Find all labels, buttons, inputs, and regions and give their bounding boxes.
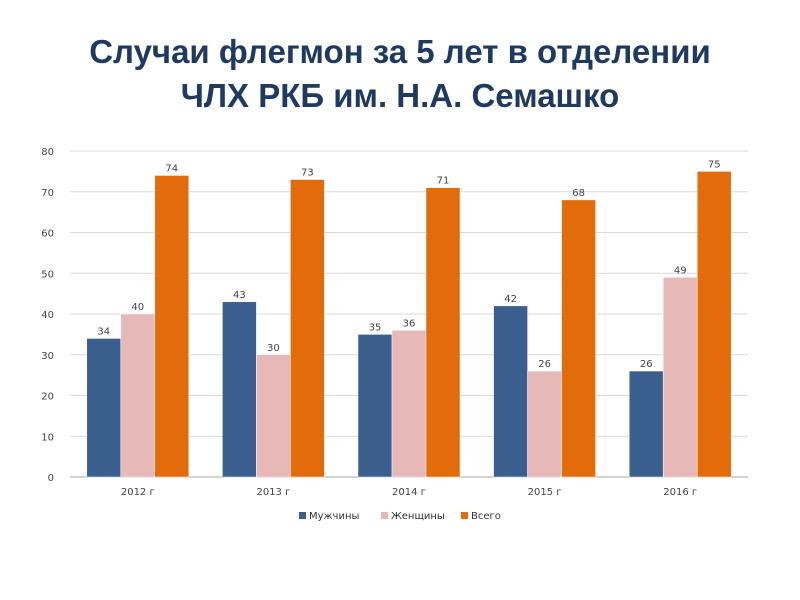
bar — [391, 330, 427, 478]
bar — [290, 179, 325, 478]
bar — [425, 187, 461, 478]
data-label: 71 — [437, 176, 450, 187]
legend-label: Мужчины — [309, 511, 359, 522]
data-label: 49 — [674, 265, 687, 276]
bar — [561, 199, 596, 478]
data-label: 40 — [131, 302, 144, 313]
x-tick-label: 2015 г — [528, 487, 562, 498]
y-tick-label: 20 — [41, 392, 54, 403]
data-label: 75 — [708, 159, 721, 170]
data-label: 35 — [369, 322, 382, 333]
bar — [357, 334, 393, 478]
bar — [493, 305, 528, 478]
data-label: 34 — [97, 326, 110, 337]
y-tick-label: 10 — [41, 432, 54, 443]
legend-label: Всего — [471, 511, 501, 522]
data-label: 30 — [267, 343, 280, 354]
bar — [527, 370, 562, 478]
bar — [628, 370, 664, 478]
legend-label: Женщины — [391, 511, 445, 522]
data-label: 74 — [165, 163, 178, 174]
x-tick-label: 2016 г — [663, 487, 697, 498]
legend-swatch — [299, 512, 306, 519]
page-title: Случаи флегмон за 5 лет в отделении ЧЛХ … — [0, 30, 800, 118]
data-label: 68 — [572, 188, 585, 199]
data-label: 43 — [233, 290, 246, 301]
y-tick-label: 50 — [41, 269, 54, 280]
y-tick-label: 80 — [41, 147, 54, 158]
y-tick-label: 70 — [41, 188, 54, 199]
bar — [222, 301, 257, 478]
data-label: 36 — [403, 318, 416, 329]
y-tick-label: 60 — [41, 229, 54, 240]
y-tick-label: 0 — [48, 473, 54, 484]
bar — [256, 354, 291, 478]
bar — [662, 277, 698, 478]
bar — [154, 175, 190, 478]
data-label: 73 — [301, 168, 314, 179]
data-label: 42 — [504, 294, 517, 305]
bar — [696, 171, 732, 478]
data-label: 26 — [538, 359, 551, 370]
bar — [86, 338, 122, 478]
x-tick-label: 2013 г — [256, 487, 290, 498]
title-line-2: ЧЛХ РКБ им. Н.А. Семашко — [180, 77, 620, 114]
title-line-1: Случаи флегмон за 5 лет в отделении — [89, 33, 711, 70]
y-tick-label: 30 — [41, 351, 54, 362]
bar — [120, 313, 156, 478]
y-tick-label: 40 — [41, 310, 54, 321]
data-label: 26 — [640, 359, 653, 370]
x-tick-label: 2012 г — [121, 487, 155, 498]
legend-swatch — [461, 512, 468, 519]
legend-swatch — [381, 512, 388, 519]
x-tick-label: 2014 г — [392, 487, 426, 498]
